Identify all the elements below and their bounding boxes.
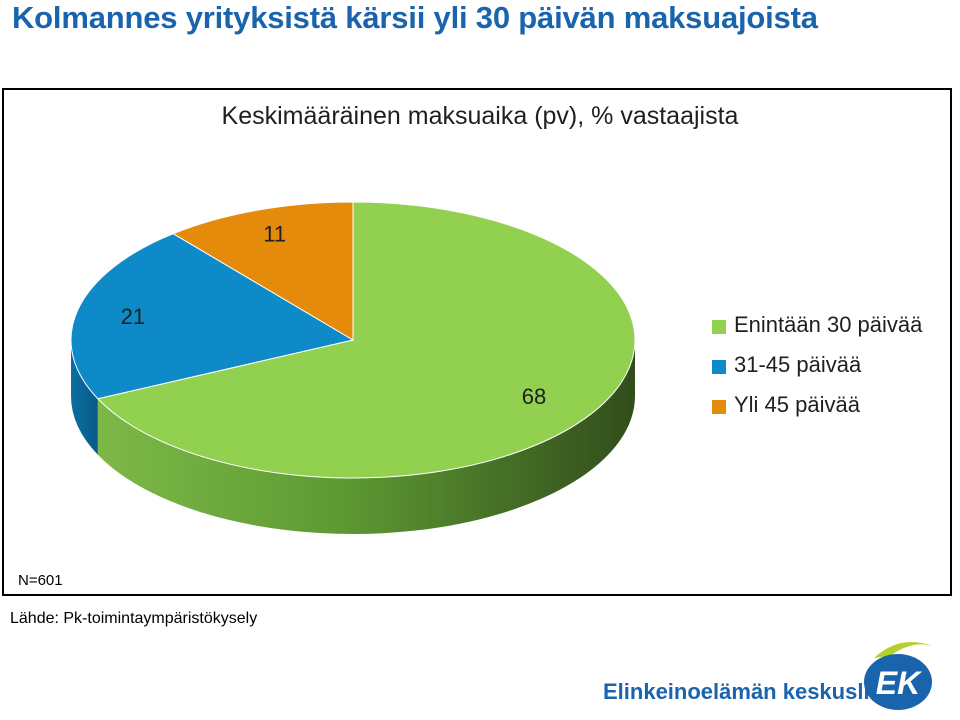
source-note: Lähde: Pk-toimintaympäristökysely <box>10 610 258 627</box>
legend-swatch-enint-n-30-p-iv <box>712 320 726 334</box>
pie-side-31-45-p-iv <box>71 340 98 455</box>
pie-slice-31-45-p-iv <box>70 233 355 400</box>
ek-logo: EK <box>864 642 932 710</box>
data-label-yli-45-p-iv: 11 <box>263 222 286 247</box>
logo-text: EK <box>876 665 923 701</box>
legend-label-yli-45-p-iv: Yli 45 päivää <box>734 392 860 417</box>
pie-side-enint-n-30-p-iv <box>97 340 636 534</box>
legend-swatch-yli-45-p-iv <box>712 400 726 414</box>
legend-label-enint-n-30-p-iv: Enintään 30 päivää <box>734 312 923 337</box>
slide-title: Kolmannes yrityksistä kärsii yli 30 päiv… <box>12 0 818 35</box>
data-label-enint-n-30-p-iv: 68 <box>522 384 546 409</box>
data-label-31-45-p-iv: 21 <box>121 304 145 329</box>
pie-slice-enint-n-30-p-iv <box>96 201 636 479</box>
legend-swatch-31-45-p-iv <box>712 360 726 374</box>
pie-slice-yli-45-p-iv <box>172 201 354 341</box>
logo-swoosh <box>874 642 932 658</box>
sample-size-note: N=601 <box>18 572 63 589</box>
organization-name: Elinkeinoelämän keskusliitto <box>603 679 904 704</box>
legend-label-31-45-p-iv: 31-45 päivää <box>734 352 862 377</box>
chart-title: Keskimääräinen maksuaika (pv), % vastaaj… <box>221 102 739 130</box>
logo-disc <box>864 654 932 710</box>
